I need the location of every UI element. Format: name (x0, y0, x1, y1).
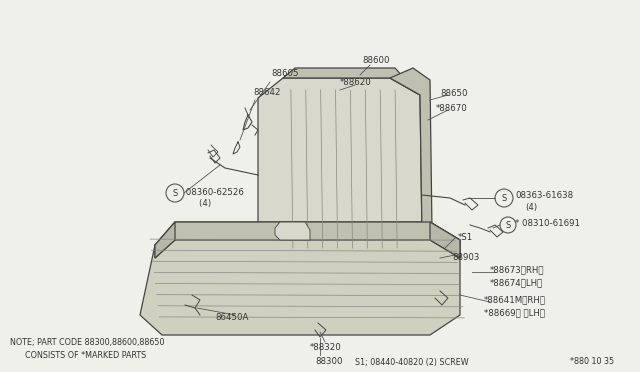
Text: S: S (501, 193, 507, 202)
Text: 88300: 88300 (315, 357, 342, 366)
Text: (4): (4) (525, 202, 537, 212)
Text: *88674〈LH〉: *88674〈LH〉 (490, 279, 543, 288)
Text: *88669〉 〈LH〉: *88669〉 〈LH〉 (484, 308, 545, 317)
Polygon shape (140, 222, 460, 335)
Text: *880 10 35: *880 10 35 (570, 357, 614, 366)
Text: S1; 08440-40820 (2) SCREW: S1; 08440-40820 (2) SCREW (355, 357, 468, 366)
Text: CONSISTS OF *MARKED PARTS: CONSISTS OF *MARKED PARTS (10, 352, 147, 360)
Text: 08363-61638: 08363-61638 (515, 190, 573, 199)
Text: S: S (506, 221, 511, 230)
Text: *S1: *S1 (458, 232, 473, 241)
Text: 88600: 88600 (362, 55, 390, 64)
Text: 08360-62526: 08360-62526 (183, 187, 244, 196)
Text: 86450A: 86450A (215, 314, 248, 323)
Polygon shape (258, 78, 422, 255)
Text: *88620: *88620 (340, 77, 372, 87)
Text: 88903: 88903 (452, 253, 479, 262)
Text: 88605: 88605 (271, 68, 298, 77)
Polygon shape (430, 222, 460, 258)
Text: *88641M〈RH〉: *88641M〈RH〉 (484, 295, 546, 305)
Polygon shape (155, 222, 460, 258)
Polygon shape (390, 68, 432, 240)
Polygon shape (275, 222, 310, 240)
Text: *88670: *88670 (436, 103, 468, 112)
Text: 88650: 88650 (440, 89, 467, 97)
Text: S: S (172, 189, 178, 198)
Text: NOTE; PART CODE 88300,88600,88650: NOTE; PART CODE 88300,88600,88650 (10, 337, 164, 346)
Polygon shape (155, 222, 175, 258)
Text: (4): (4) (188, 199, 211, 208)
Text: 88642: 88642 (253, 87, 280, 96)
Text: * 08310-61691: * 08310-61691 (515, 218, 580, 228)
Text: *88320: *88320 (310, 343, 342, 352)
Text: *88673〈RH〉: *88673〈RH〉 (490, 266, 545, 275)
Polygon shape (283, 68, 420, 95)
